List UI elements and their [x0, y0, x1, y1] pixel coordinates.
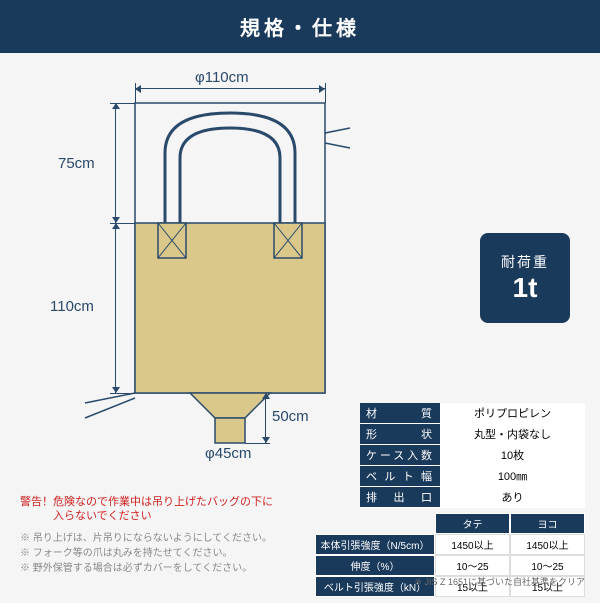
dim-height-upper: 75cm [58, 155, 95, 172]
bag-diagram: φ110cm 75cm 110cm 50cm φ45cm [40, 73, 360, 453]
main: φ110cm 75cm 110cm 50cm φ45cm 耐荷重 1t 警告！危… [0, 53, 600, 603]
spec-table: 材 質ポリプロピレン 形 状丸型・内袋なし ケース入数10枚 ベルト幅100㎜ … [360, 403, 585, 508]
footnote: ※ JIS Z 1651に基づいた自社基準をクリア [414, 575, 585, 588]
dim-spout-diameter: φ45cm [205, 445, 251, 462]
spec-row: 排 出 口あり [360, 487, 585, 508]
dim-arrow-top [135, 88, 325, 89]
badge-label: 耐荷重 [501, 252, 549, 272]
spec-row: 形 状丸型・内袋なし [360, 424, 585, 445]
note-3: ※ 野外保管する場合は必ずカバーをしてください。 [20, 561, 272, 576]
dim-arrow-upper [115, 103, 116, 223]
st-col1: タテ [435, 513, 510, 534]
note-1: ※ 吊り上げは、片吊りにならないようにしてください。 [20, 531, 272, 546]
notes: ※ 吊り上げは、片吊りにならないようにしてください。 ※ フォーク等の爪は丸みを… [20, 531, 272, 576]
bag-svg [40, 73, 360, 453]
load-capacity-badge: 耐荷重 1t [480, 233, 570, 323]
note-2: ※ フォーク等の爪は丸みを持たせてください。 [20, 546, 272, 561]
badge-value: 1t [513, 272, 538, 304]
st-row: 本体引張強度（N/5cm） 1450以上 1450以上 [315, 534, 585, 555]
warning-line2: 入らないでください [20, 509, 273, 523]
spec-row: 材 質ポリプロピレン [360, 403, 585, 424]
warning-text: 警告！危険なので作業中は吊り上げたバッグの下に 入らないでください [20, 495, 273, 524]
dim-height-lower: 110cm [50, 298, 94, 315]
dim-arrow-lower [115, 223, 116, 393]
spec-row: ベルト幅100㎜ [360, 466, 585, 487]
st-row: 伸度（%） 10〜25 10〜25 [315, 555, 585, 576]
dim-diameter-top: φ110cm [195, 69, 249, 86]
header-title: 規格・仕様 [240, 18, 360, 40]
spec-row: ケース入数10枚 [360, 445, 585, 466]
header: 規格・仕様 [0, 0, 600, 53]
st-col2: ヨコ [510, 513, 585, 534]
warning-line1: 警告！危険なので作業中は吊り上げたバッグの下に [20, 495, 273, 509]
dim-arrow-spout-h [265, 393, 266, 443]
dim-spout-height: 50cm [272, 408, 309, 425]
